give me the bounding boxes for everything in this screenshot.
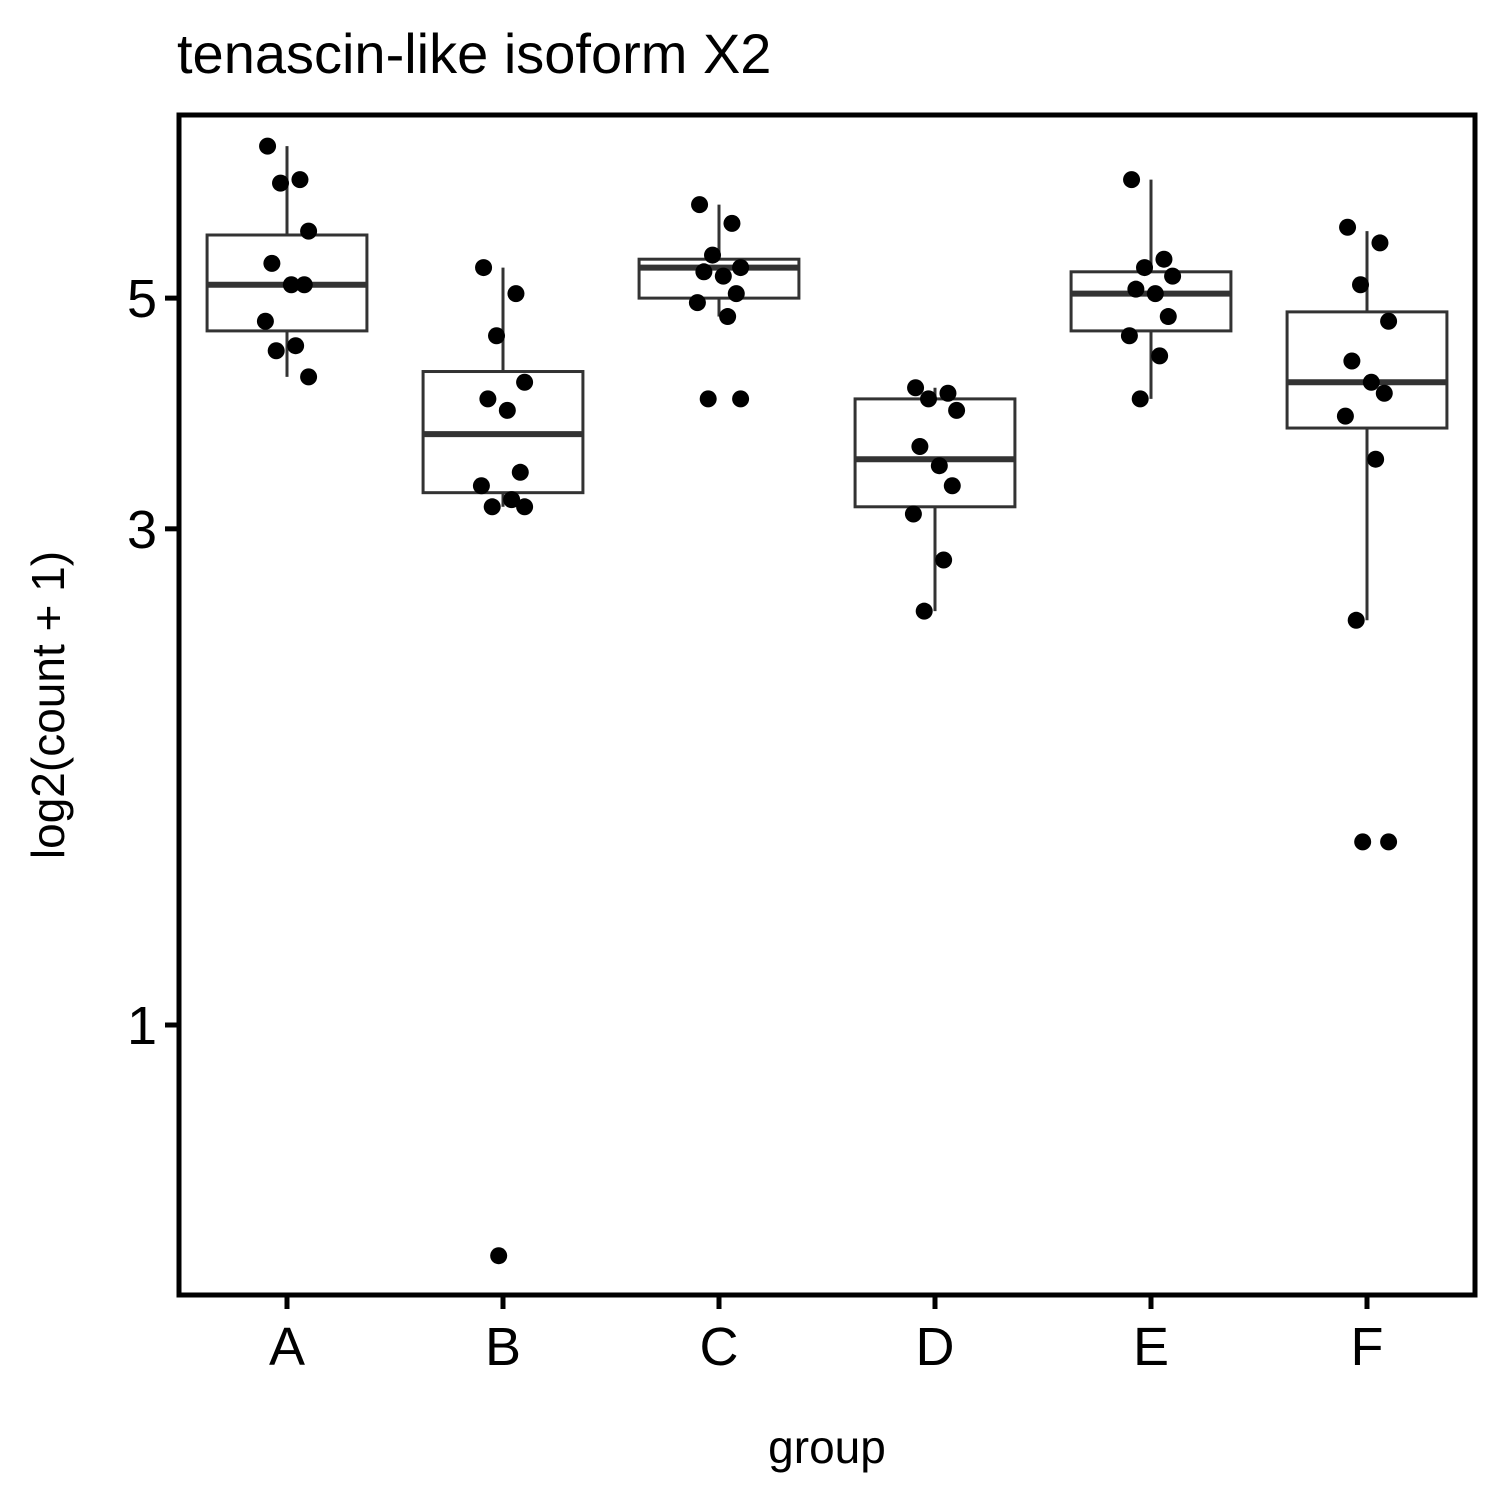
data-point-F [1362,373,1380,391]
data-point-C [723,214,741,232]
x-tick-label: E [1133,1317,1169,1377]
data-point-A [263,254,281,272]
box-group-E [1069,179,1233,399]
data-point-D [943,477,961,495]
y-tick-label: 1 [127,996,157,1056]
data-point-C [688,294,706,312]
data-point-A [259,137,277,155]
data-point-B [483,498,501,516]
data-point-A [295,276,313,294]
data-point-E [1127,280,1145,298]
x-tick-label: C [700,1317,739,1377]
data-point-B [516,498,534,516]
data-point-E [1164,267,1182,285]
data-point-B [503,491,521,509]
x-tick-label: B [485,1317,521,1377]
data-point-F [1352,276,1370,294]
data-point-A [287,337,305,355]
data-point-D [939,384,957,402]
data-point-C [727,285,745,303]
box [1069,270,1233,333]
data-point-F [1375,384,1393,402]
data-point-A [282,276,300,294]
data-point-D [920,390,938,408]
data-point-D [915,602,933,620]
y-axis-title: log2(count + 1) [22,551,74,859]
x-tick-label: A [269,1317,305,1377]
data-point-D [948,401,966,419]
data-point-E [1146,285,1164,303]
data-point-C [691,196,709,214]
data-point-C [699,390,717,408]
data-point-E [1120,327,1138,345]
data-point-B [498,401,516,419]
data-point-B [472,477,490,495]
y-axis: 1 3 5 [127,269,179,1056]
data-point-E [1136,259,1154,277]
x-tick-label: F [1351,1317,1384,1377]
data-point-C [714,267,732,285]
data-point-C [719,308,737,326]
data-point-D [930,457,948,475]
data-point-B [507,285,525,303]
data-point-E [1159,308,1177,326]
box-group-C [637,204,801,317]
data-point-B [488,327,506,345]
box [853,397,1017,509]
data-point-C [732,390,750,408]
data-point-A [256,312,274,330]
box-group-F [1285,231,1449,621]
data-point-F [1343,352,1361,370]
data-point-D [904,505,922,523]
data-point-A [300,368,318,386]
x-tick-label: D [916,1317,955,1377]
data-point-E [1131,390,1149,408]
data-point-D [907,379,925,397]
box [1285,310,1449,430]
data-point-F [1347,611,1365,629]
data-point-E [1151,347,1169,365]
data-point-F [1367,450,1385,468]
data-point-A [267,342,285,360]
data-point-C [704,246,722,264]
data-point-C [695,263,713,281]
data-point-A [300,222,318,240]
plot-panel-border [176,112,1478,1298]
x-axis-title: group [768,1421,886,1473]
data-point-D [911,437,929,455]
box-group-B [421,267,585,507]
data-point-F [1380,312,1398,330]
data-point-E [1155,250,1173,268]
data-point-A [272,174,290,192]
data-point-D [935,551,953,569]
data-point-B [475,259,493,277]
data-point-F [1336,407,1354,425]
data-point-B [490,1247,508,1265]
data-point-F [1371,234,1389,252]
box-group-D [853,387,1017,612]
y-tick-label: 3 [127,500,157,560]
y-tick-label: 5 [127,269,157,329]
data-point-B [511,463,529,481]
data-point-F [1339,218,1357,236]
data-point-F [1354,833,1372,851]
data-point-E [1123,171,1141,189]
plot-area [205,137,1449,1265]
x-axis: A B C D E F [269,1295,1384,1377]
chart-title: tenascin-like isoform X2 [177,22,771,85]
data-point-B [479,390,497,408]
data-point-F [1380,833,1398,851]
data-point-A [291,171,309,189]
data-point-B [516,373,534,391]
data-point-C [732,259,750,277]
